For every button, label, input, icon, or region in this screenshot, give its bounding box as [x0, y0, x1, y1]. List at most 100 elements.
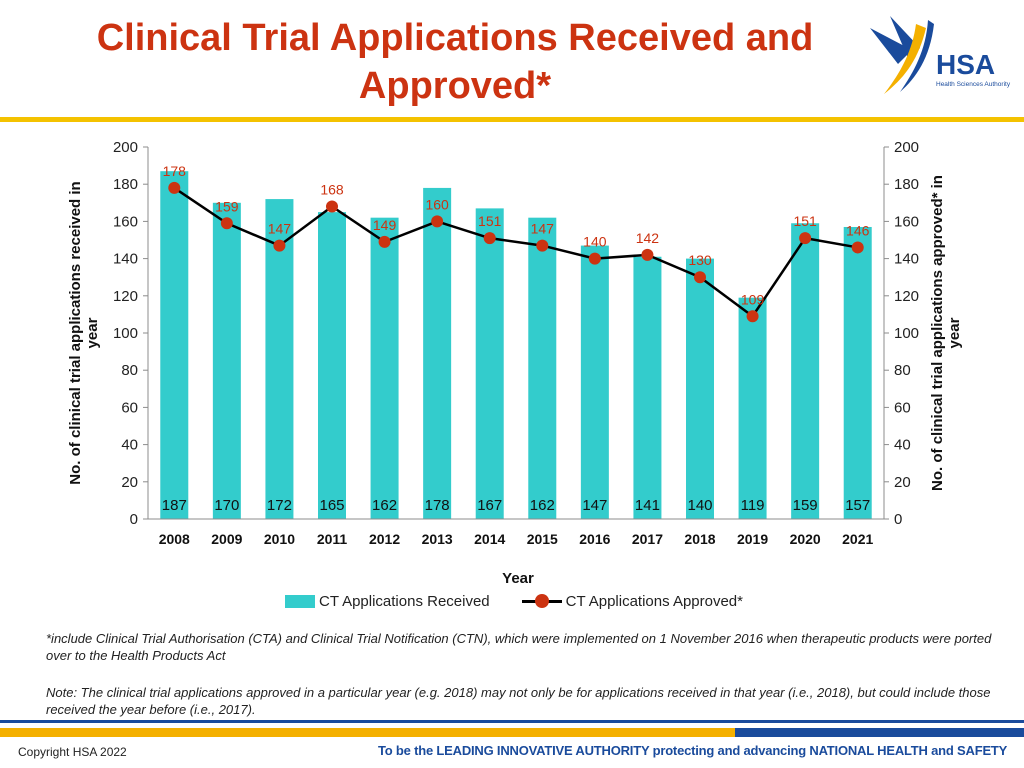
x-tick-label: 2018 — [684, 531, 715, 547]
x-tick-label: 2011 — [317, 531, 348, 547]
copyright-text: Copyright HSA 2022 — [18, 745, 127, 759]
right-tick-label: 200 — [894, 139, 919, 156]
bar-received-2013 — [423, 187, 452, 520]
x-tick-label: 2019 — [737, 531, 768, 547]
approved-value-label: 160 — [425, 196, 449, 212]
legend-received-swatch — [285, 594, 315, 608]
x-tick-label: 2017 — [632, 531, 663, 547]
right-axis-title-line-2: year — [946, 317, 963, 348]
bar-received-2016 — [580, 245, 609, 519]
bar-received-2021 — [843, 226, 872, 519]
bars-group — [160, 171, 872, 520]
hsa-logo: HSA Health Sciences Authority — [870, 16, 1011, 94]
bar-received-2014 — [475, 208, 504, 519]
header-rule — [0, 117, 1024, 122]
bar-value-label: 167 — [477, 497, 502, 514]
x-tick-label: 2008 — [159, 531, 190, 547]
bar-received-2011 — [318, 212, 346, 519]
legend-approved-label: CT Applications Approved* — [565, 592, 743, 610]
approved-point-2017 — [641, 248, 654, 261]
approved-value-label: 168 — [320, 182, 344, 198]
right-axis-title-line-1: No. of clinical trial applications appro… — [929, 175, 946, 491]
bar-value-label: 172 — [267, 497, 292, 514]
left-tick-label: 100 — [113, 325, 138, 342]
right-tick-label: 180 — [894, 176, 919, 193]
approved-point-2019 — [746, 310, 759, 323]
approved-value-label: 147 — [531, 221, 555, 237]
right-tick-label: 40 — [894, 437, 911, 454]
bar-value-label: 147 — [582, 497, 607, 514]
title-line-2: Approved* — [358, 65, 552, 107]
approved-point-2016 — [588, 252, 601, 265]
left-tick-label: 0 — [130, 511, 138, 528]
x-tick-label: 2012 — [369, 531, 400, 547]
approved-point-2011 — [326, 200, 338, 213]
approval-footnote: Note: The clinical trial applications ap… — [46, 685, 991, 717]
bar-value-label: 165 — [319, 497, 344, 514]
bar-value-label: 170 — [214, 497, 239, 514]
left-tick-label: 120 — [113, 288, 138, 305]
right-tick-label: 120 — [894, 288, 919, 305]
title-line-1: Clinical Trial Applications Received and — [96, 17, 814, 59]
left-tick-label: 40 — [121, 437, 138, 454]
logo-text: HSA — [936, 49, 995, 80]
bar-received-2015 — [528, 217, 557, 519]
footer-rule-blue — [0, 720, 1024, 723]
right-tick-label: 100 — [894, 325, 919, 342]
asterisk-footnote: *include Clinical Trial Authorisation (C… — [46, 631, 992, 663]
bar-received-2018 — [686, 258, 714, 519]
bar-value-label: 187 — [162, 497, 187, 514]
approved-point-2010 — [273, 239, 286, 252]
bar-value-label: 159 — [793, 497, 818, 514]
approved-value-label: 109 — [741, 291, 765, 307]
right-axis-title: No. of clinical trial applications appro… — [929, 175, 963, 491]
x-tick-label: 2021 — [842, 531, 873, 547]
legend-received-label: CT Applications Received — [319, 592, 490, 610]
left-tick-label: 80 — [121, 362, 138, 379]
left-tick-label: 60 — [121, 399, 138, 416]
bar-value-label: 162 — [372, 497, 397, 514]
x-tick-label: 2009 — [211, 531, 242, 547]
right-tick-label: 60 — [894, 399, 911, 416]
left-tick-label: 20 — [121, 474, 138, 491]
approved-value-label: 147 — [268, 221, 292, 237]
bar-value-label: 141 — [635, 497, 660, 514]
approved-value-label: 130 — [688, 252, 712, 268]
bar-received-2008 — [160, 171, 189, 519]
right-tick-label: 140 — [894, 251, 919, 268]
approved-value-label: 159 — [215, 198, 239, 214]
bar-received-2012 — [370, 217, 399, 519]
bar-value-label: 157 — [845, 497, 870, 514]
approved-point-2012 — [378, 235, 391, 248]
x-tick-label: 2020 — [790, 531, 821, 547]
left-tick-label: 140 — [113, 251, 138, 268]
chart-legend: CT Applications Received CT Applications… — [285, 591, 743, 611]
page-title: Clinical Trial Applications Received and… — [40, 14, 870, 110]
right-tick-label: 80 — [894, 362, 911, 379]
approved-point-2008 — [168, 181, 181, 194]
left-tick-label: 180 — [113, 176, 138, 193]
x-tick-label: 2016 — [579, 531, 610, 547]
approved-series-line — [173, 186, 858, 319]
approved-value-label: 149 — [373, 217, 397, 233]
approved-point-2014 — [483, 232, 496, 245]
footer-tagline: To be the LEADING INNOVATIVE AUTHORITY p… — [378, 743, 1008, 758]
approved-value-label: 142 — [636, 230, 660, 246]
approved-point-2015 — [536, 239, 549, 252]
approved-point-2018 — [694, 271, 706, 284]
approved-value-label: 140 — [583, 234, 607, 250]
bar-value-label: 162 — [530, 497, 555, 514]
logo-subtext: Health Sciences Authority — [936, 81, 1011, 88]
logo-swoosh-blue-icon — [900, 20, 934, 92]
footer-band-blue — [735, 728, 1024, 737]
left-tick-label: 160 — [113, 213, 138, 230]
bar-value-label: 119 — [741, 497, 765, 514]
left-axis-title-line-1: No. of clinical trial applications recei… — [67, 181, 84, 484]
approved-value-label: 151 — [793, 213, 817, 229]
approved-value-label: 146 — [846, 222, 870, 238]
approved-point-2021 — [851, 241, 864, 254]
bar-received-2009 — [212, 202, 241, 520]
labels-group: 187 170 172 165 162 178 167 162 147 141 140 119 159 1… — [162, 163, 870, 514]
